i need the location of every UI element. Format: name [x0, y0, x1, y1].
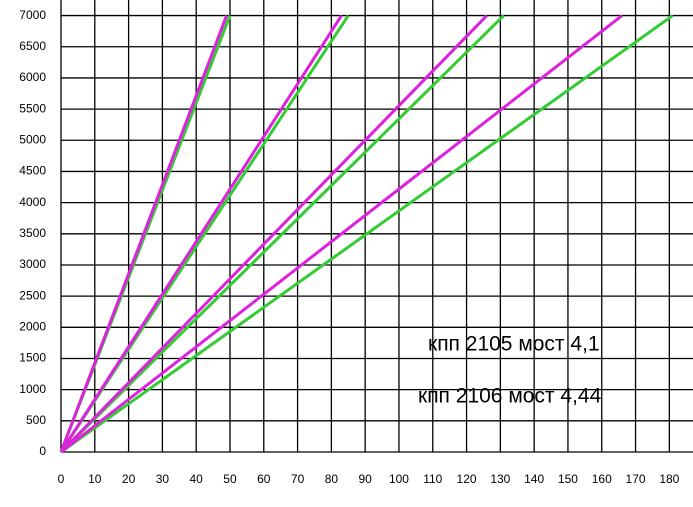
x-tick-label: 10: [88, 472, 102, 486]
y-tick-label: 5500: [19, 101, 46, 115]
x-tick-label: 120: [457, 472, 477, 486]
x-tick-label: 50: [223, 472, 237, 486]
y-tick-label: 6500: [19, 39, 46, 53]
y-tick-label: 5000: [19, 132, 46, 146]
y-tick-label: 1000: [19, 382, 46, 396]
series-line: [59, 14, 343, 453]
x-tick-label: 80: [325, 472, 339, 486]
x-tick-label: 170: [626, 472, 646, 486]
series-line: [59, 15, 229, 453]
series-line: [60, 14, 674, 454]
series-line: [59, 14, 488, 454]
y-tick-label: 2000: [19, 319, 46, 333]
y-tick-label: 4000: [19, 195, 46, 209]
x-tick-label: 40: [190, 472, 204, 486]
x-tick-label: 130: [490, 472, 510, 486]
x-tick-label: 100: [389, 472, 409, 486]
y-tick-label: 0: [39, 444, 46, 458]
y-tick-label: 2500: [19, 288, 46, 302]
legend-label: кпп 2106 мост 4,44: [418, 385, 602, 408]
y-tick-label: 7000: [19, 8, 46, 22]
series-line: [59, 14, 505, 454]
y-tick-label: 500: [26, 413, 46, 427]
x-tick-label: 70: [291, 472, 305, 486]
x-tick-label: 160: [592, 472, 612, 486]
x-tick-label: 60: [257, 472, 271, 486]
x-tick-label: 90: [358, 472, 372, 486]
x-tick-label: 140: [524, 472, 544, 486]
x-tick-label: 110: [423, 472, 442, 486]
y-tick-label: 1500: [19, 351, 46, 365]
x-tick-label: 20: [122, 472, 136, 486]
x-tick-label: 180: [659, 472, 679, 486]
y-tick-label: 6000: [19, 70, 46, 84]
legend-label: кпп 2105 мост 4,1: [428, 333, 600, 356]
x-tick-label: 0: [58, 472, 65, 486]
series-line: [60, 14, 623, 454]
y-tick-label: 3000: [19, 257, 46, 271]
x-tick-label: 150: [558, 472, 578, 486]
x-tick-label: 30: [156, 472, 170, 486]
y-tick-label: 4500: [19, 164, 46, 178]
y-tick-label: 3500: [19, 226, 46, 240]
